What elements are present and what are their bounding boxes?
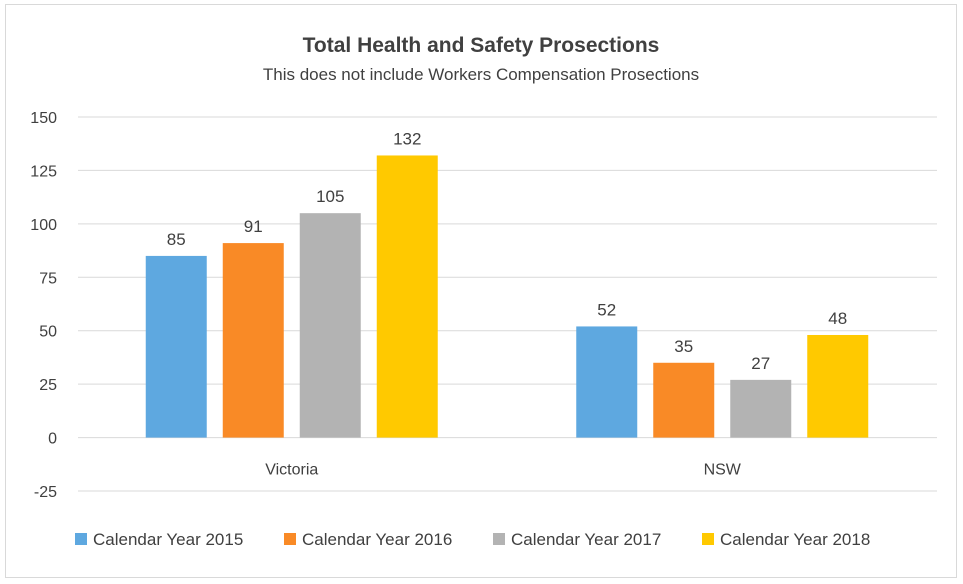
chart-title: Total Health and Safety Prosections bbox=[303, 34, 660, 57]
data-label: 85 bbox=[167, 230, 186, 249]
bar bbox=[576, 326, 638, 438]
bar bbox=[730, 379, 792, 438]
legend-swatch bbox=[75, 533, 87, 545]
legend-label: Calendar Year 2016 bbox=[302, 530, 452, 549]
legend-label: Calendar Year 2017 bbox=[511, 530, 661, 549]
bar bbox=[376, 155, 438, 438]
legend-swatch bbox=[702, 533, 714, 545]
bar bbox=[807, 334, 869, 438]
legend-swatch bbox=[493, 533, 505, 545]
data-label: 27 bbox=[751, 354, 770, 373]
y-tick-label: 150 bbox=[30, 110, 57, 127]
y-tick-label: 125 bbox=[30, 163, 57, 180]
bar bbox=[653, 362, 715, 438]
y-tick-label: -25 bbox=[34, 484, 57, 501]
bar bbox=[145, 255, 207, 438]
bars bbox=[145, 155, 869, 438]
data-label: 35 bbox=[674, 337, 693, 356]
gridlines bbox=[78, 116, 937, 492]
chart-subtitle: This does not include Workers Compensati… bbox=[263, 65, 699, 84]
legend-swatch bbox=[284, 533, 296, 545]
data-label: 48 bbox=[828, 309, 847, 328]
y-tick-label: 100 bbox=[30, 217, 57, 234]
axis-labels: 150 125 100 75 50 25 0 -25 Victoria NSW bbox=[30, 110, 742, 501]
data-label: 52 bbox=[597, 300, 616, 319]
data-label: 105 bbox=[316, 187, 344, 206]
bar bbox=[222, 243, 284, 438]
category-label: Victoria bbox=[265, 462, 318, 479]
legend-label: Calendar Year 2018 bbox=[720, 530, 870, 549]
data-label: 91 bbox=[244, 217, 263, 236]
y-tick-label: 50 bbox=[39, 324, 57, 341]
legend: Calendar Year 2015 Calendar Year 2016 Cale… bbox=[75, 530, 870, 549]
data-labels: 85 91 105 132 52 35 27 48 bbox=[167, 129, 847, 372]
legend-label: Calendar Year 2015 bbox=[93, 530, 243, 549]
category-label: NSW bbox=[704, 462, 742, 479]
data-label: 132 bbox=[393, 129, 421, 148]
bar bbox=[299, 213, 361, 438]
y-tick-label: 25 bbox=[39, 377, 57, 394]
y-tick-label: 0 bbox=[48, 431, 57, 448]
y-tick-label: 75 bbox=[39, 270, 57, 287]
